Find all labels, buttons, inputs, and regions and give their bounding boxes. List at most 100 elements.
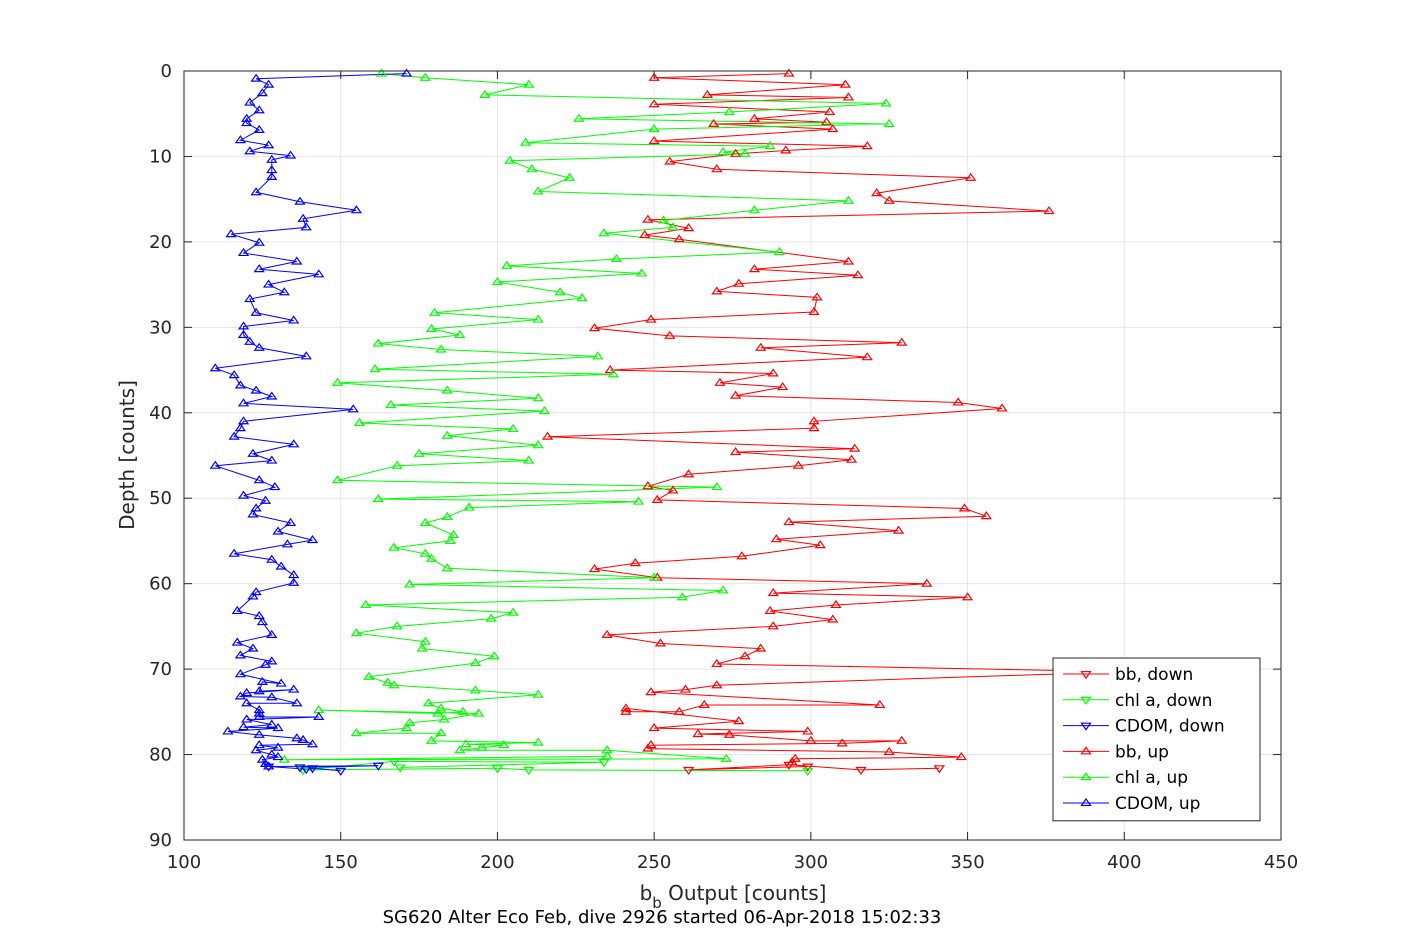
data-point-chl-a-up [413,448,425,457]
data-point-chl-a-up [635,268,648,277]
data-point-chl-a-up [883,118,895,128]
data-point-bb-up [755,643,767,652]
data-point-bb-up [645,740,657,749]
data-point-bb-up [601,629,613,638]
data-point-chl-a-up [842,195,855,204]
x-tick-label: 200 [480,852,514,873]
data-point-chl-a-up [331,475,344,484]
x-axis-label-subscript: b [652,894,662,912]
data-point-bb-up [642,481,654,490]
data-point-chl-a-up [501,260,513,269]
data-point-cdom-up [234,423,247,432]
data-point-chl-a-up [748,205,761,214]
data-point-bb-up [701,89,714,98]
data-point-cdom-up [241,118,253,127]
y-tick-label: 30 [149,317,172,338]
data-point-cdom-up [262,79,275,88]
data-point-cdom-up [253,708,265,717]
data-point-chl-a-up [363,671,375,680]
data-point-bb-up [961,592,974,601]
x-tick-label: 150 [324,852,358,873]
data-point-chl-a-up [457,706,469,715]
data-point-bb-up [883,746,895,756]
data-point-chl-a-up [667,222,679,231]
data-point-bb-up [698,699,710,709]
data-point-cdom-up [209,363,221,372]
data-point-bb-up [682,469,695,478]
data-point-chl-a-up [717,147,729,156]
data-point-chl-a-down [523,766,535,776]
data-point-bb-down [933,765,946,774]
data-point-cdom-up [253,124,265,133]
data-point-bb-up [770,534,783,543]
data-point-cdom-up [266,692,278,701]
x-tick-label: 300 [794,852,828,873]
data-point-chl-a-up [554,287,566,296]
data-point-bb-up [892,525,905,534]
data-point-cdom-up [253,711,265,720]
data-point-chl-a-up [435,728,447,737]
legend-entry-label: bb, down [1115,665,1193,685]
data-point-bb-up [852,270,864,279]
data-point-chl-a-up [419,548,431,557]
data-point-cdom-up [253,611,265,620]
data-point-cdom-down [306,765,319,774]
data-point-bb-up [648,135,660,145]
data-point-cdom-up [266,455,278,464]
data-point-bb-up [820,117,833,126]
legend-entry-label: chl a, up [1115,768,1188,788]
data-point-cdom-up [234,380,247,389]
data-point-bb-up [620,703,632,712]
x-axis-label: bb Output [counts] [640,881,827,912]
data-point-chl-a-up [598,228,610,237]
data-point-chl-a-up [331,377,344,386]
data-point-chl-a-up [472,708,485,717]
data-point-cdom-up [306,534,319,544]
data-point-bb-up [792,460,804,469]
data-point-cdom-up [272,722,284,732]
data-point-bb-up [642,214,654,223]
data-point-cdom-up [247,509,259,518]
data-point-bb-up [849,443,861,452]
data-point-bb-up [1043,206,1055,215]
data-point-cdom-up [250,307,262,316]
data-point-bb-up [748,264,761,273]
data-point-bb-up [711,658,723,668]
data-point-chl-a-up [532,314,544,323]
data-point-chl-a-up [388,680,400,689]
data-point-cdom-up [244,294,256,303]
data-point-cdom-up [244,97,256,106]
y-tick-label: 10 [149,146,172,167]
data-point-cdom-up [250,503,262,512]
legend-entry-label: CDOM, down [1115,717,1225,737]
data-point-chl-a-up [416,643,428,652]
data-point-cdom-up [262,279,275,288]
data-point-bb-up [780,145,792,154]
y-tick-label: 20 [149,232,172,253]
data-point-cdom-up [237,398,250,407]
legend-marker [1080,670,1092,680]
data-point-chl-a-up [391,460,403,469]
data-point-cdom-up [350,205,363,214]
data-point-cdom-up [266,656,278,665]
data-point-cdom-up [288,570,300,579]
data-point-bb-up [733,716,745,725]
data-point-bb-up [767,621,779,630]
data-point-chl-a-up [592,351,604,360]
data-point-bb-up [996,403,1008,412]
data-point-bb-up [814,540,826,549]
data-point-cdom-up [244,336,256,345]
data-point-bb-up [896,337,908,346]
data-point-bb-up [839,79,851,88]
data-point-chl-a-up [391,621,403,630]
data-point-chl-a-up [519,137,532,146]
data-point-bb-up [733,278,745,287]
data-point-cdom-up [241,113,253,122]
legend-entry-label: bb, up [1115,742,1169,762]
data-point-cdom-up [278,287,290,296]
data-point-chl-a-up [372,493,384,503]
data-point-cdom-up [347,404,359,413]
data-point-cdom-up [253,740,265,749]
data-point-cdom-up [297,734,309,744]
data-point-bb-up [965,172,977,181]
